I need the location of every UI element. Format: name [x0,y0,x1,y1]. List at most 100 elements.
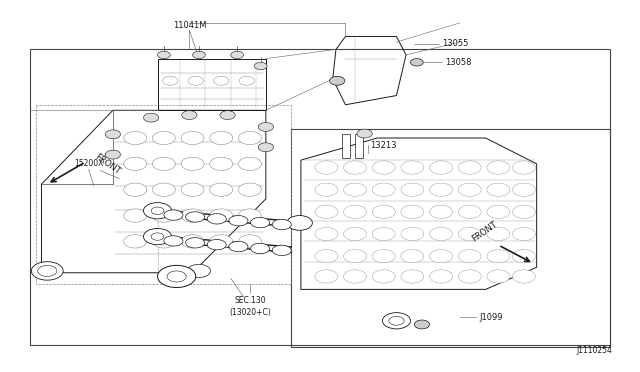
Circle shape [124,131,147,145]
Circle shape [210,235,233,248]
Circle shape [239,209,261,222]
Circle shape [152,157,175,170]
Circle shape [151,207,164,214]
Circle shape [239,157,261,170]
Circle shape [157,265,196,288]
Text: SEC.130: SEC.130 [234,296,266,305]
Ellipse shape [251,217,269,228]
Circle shape [315,270,338,283]
Text: 15200X: 15200X [74,159,104,169]
Text: J1110254: J1110254 [576,346,612,355]
Ellipse shape [272,245,291,256]
Text: FRONT: FRONT [93,152,122,176]
Circle shape [210,157,233,170]
Circle shape [458,205,481,218]
Circle shape [188,76,204,85]
Circle shape [372,183,395,196]
Circle shape [458,227,481,241]
Circle shape [372,270,395,283]
Ellipse shape [207,240,227,250]
Circle shape [31,262,63,280]
Circle shape [152,183,175,196]
Ellipse shape [251,243,269,254]
Ellipse shape [186,238,205,248]
Circle shape [254,62,267,70]
Circle shape [152,131,175,145]
Polygon shape [355,134,363,158]
Circle shape [181,157,204,170]
Circle shape [344,270,367,283]
Circle shape [287,215,312,230]
Circle shape [344,161,367,174]
Circle shape [330,76,345,85]
Circle shape [315,250,338,263]
Circle shape [372,250,395,263]
Circle shape [513,250,536,263]
Text: 13213: 13213 [370,141,396,150]
Circle shape [315,183,338,196]
Polygon shape [342,134,350,158]
Circle shape [220,111,236,119]
Circle shape [210,209,233,222]
Circle shape [167,271,186,282]
Circle shape [513,227,536,241]
Circle shape [163,76,178,85]
Circle shape [124,235,147,248]
Circle shape [143,228,172,245]
Text: (13020+C): (13020+C) [229,308,271,317]
Circle shape [181,235,204,248]
Circle shape [357,129,372,138]
Circle shape [239,131,261,145]
Circle shape [344,183,367,196]
Circle shape [210,183,233,196]
Circle shape [372,161,395,174]
Circle shape [181,131,204,145]
Ellipse shape [207,214,227,224]
Circle shape [487,227,510,241]
Text: J1099: J1099 [479,312,503,321]
Circle shape [401,183,424,196]
Ellipse shape [164,210,183,220]
Circle shape [487,270,510,283]
Circle shape [344,250,367,263]
Circle shape [383,312,410,329]
Circle shape [315,205,338,218]
Circle shape [210,131,233,145]
Circle shape [193,51,205,59]
Circle shape [239,235,261,248]
Ellipse shape [229,215,248,226]
Text: FRONT: FRONT [470,219,499,243]
Circle shape [401,227,424,241]
Ellipse shape [229,241,248,252]
Circle shape [344,227,367,241]
Text: 11041M: 11041M [173,21,206,30]
Circle shape [429,250,452,263]
Circle shape [124,157,147,170]
Circle shape [315,227,338,241]
Circle shape [152,235,175,248]
Circle shape [487,205,510,218]
Circle shape [181,209,204,222]
Circle shape [401,270,424,283]
Circle shape [239,76,254,85]
Circle shape [401,250,424,263]
Circle shape [188,264,211,278]
Circle shape [487,161,510,174]
Circle shape [372,227,395,241]
Circle shape [458,270,481,283]
Circle shape [239,183,261,196]
Ellipse shape [164,236,183,246]
Circle shape [513,205,536,218]
Circle shape [410,59,423,66]
Circle shape [389,316,404,325]
Ellipse shape [272,219,291,230]
Circle shape [124,183,147,196]
Circle shape [258,122,273,131]
Circle shape [429,183,452,196]
Circle shape [258,143,273,152]
Circle shape [513,270,536,283]
Circle shape [513,161,536,174]
Circle shape [401,161,424,174]
Circle shape [458,183,481,196]
Circle shape [143,113,159,122]
